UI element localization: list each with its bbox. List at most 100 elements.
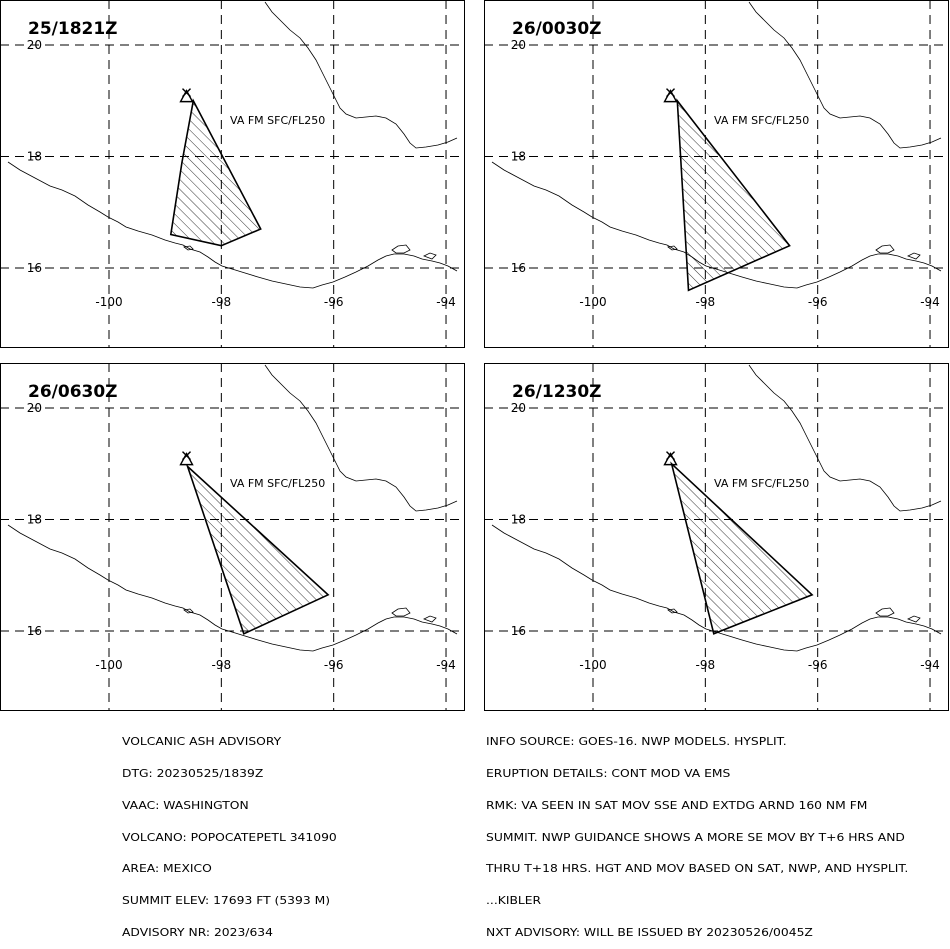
lon-tick-label: -100 [95,295,122,309]
lat-tick-label: 18 [27,150,42,164]
panel-time: 26/0630Z [28,382,118,402]
coastline-path [748,364,942,512]
volcano-marker-icon [182,88,192,98]
coastline-path [907,615,921,623]
lon-tick-label: -98 [212,658,232,672]
lon-tick-label: -94 [920,658,940,672]
lon-tick-label: -96 [808,658,828,672]
ash-label: VA FM SFC/FL250 [714,477,809,490]
lon-tick-label: -100 [579,658,606,672]
volcano-icon [179,88,194,103]
advisory-line: SUMMIT. NWP GUIDANCE SHOWS A MORE SE MOV… [486,830,905,844]
coastline-path [907,252,921,260]
lon-tick-label: -96 [808,295,828,309]
map-panel-1: 25/1821Z VA FM SFC/FL250 -100 -98 -96 -94 16… [0,0,465,348]
lat-tick-label: 16 [27,624,42,638]
lon-tick-label: -96 [324,658,344,672]
ash-label: VA FM SFC/FL250 [230,477,325,490]
advisory-line: RMK: VA SEEN IN SAT MOV SSE AND EXTDG AR… [486,798,868,812]
advisory-line: VAAC: WASHINGTON [122,798,249,812]
coastline [7,1,458,289]
tick-labels: -100 -98 -96 -94 16 18 20 [27,38,456,309]
ash-polygon [185,463,330,635]
lat-tick-label: 20 [27,401,42,415]
ash-label: VA FM SFC/FL250 [230,114,325,127]
coastline-path [748,1,942,149]
panel-time: 26/0030Z [512,19,602,39]
tick-labels: -100 -98 -96 -94 16 18 20 [27,401,456,672]
ash-area [185,463,330,635]
volcano-marker-icon [182,451,192,461]
lat-tick-label: 18 [511,150,526,164]
volcano-icon [663,88,678,103]
lon-tick-label: -94 [436,295,456,309]
advisory-line: AREA: MEXICO [122,862,212,876]
advisory-line: VOLCANIC ASH ADVISORY [122,735,282,749]
advisory-line: ...KIBLER [486,894,542,908]
coastline-path [264,1,458,149]
panel-frame [484,0,949,348]
tick-labels: -100 -98 -96 -94 16 18 20 [511,38,940,309]
lat-tick-label: 20 [511,401,526,415]
advisory-right: INFO SOURCE: GOES-16. NWP MODELS. HYSPLI… [486,716,908,949]
ash-polygon [169,98,262,247]
panel-frame [0,0,465,348]
map-svg: 25/1821Z VA FM SFC/FL250 -100 -98 -96 -94 16… [0,0,465,348]
map-panel-2: 26/0030Z VA FM SFC/FL250 -100 -98 -96 -94 16… [484,0,949,348]
panel-frame [484,363,949,711]
map-panel-4: 26/1230Z VA FM SFC/FL250 -100 -98 -96 -94 16… [484,363,949,711]
map-panel-3: 26/0630Z VA FM SFC/FL250 -100 -98 -96 -94 16… [0,363,465,711]
advisory-line: SUMMIT ELEV: 17693 FT (5393 M) [122,894,331,908]
lat-tick-label: 16 [27,261,42,275]
coastline-path [667,608,678,614]
lon-tick-label: -94 [920,295,940,309]
lat-tick-label: 20 [511,38,526,52]
coastline [7,364,458,652]
map-svg: 26/1230Z VA FM SFC/FL250 -100 -98 -96 -94 16… [484,363,949,711]
tick-labels: -100 -98 -96 -94 16 18 20 [511,401,940,672]
ash-label: VA FM SFC/FL250 [714,114,809,127]
coastline-path [264,364,458,512]
lon-tick-label: -96 [324,295,344,309]
volcano-icon [663,451,678,466]
ash-polygon [670,461,814,635]
coastline-path [391,244,411,254]
advisory-line: DTG: 20230525/1839Z [122,766,264,780]
advisory-line: THRU T+18 HRS. HGT AND MOV BASED ON SAT,… [486,862,909,876]
coastline-path [391,607,411,617]
lon-tick-label: -100 [579,295,606,309]
coastline-path [667,245,678,251]
coastline-path [423,252,437,260]
coastline-path [7,161,458,289]
lon-tick-label: -98 [696,658,716,672]
panel-time: 25/1821Z [28,19,118,39]
lat-tick-label: 20 [27,38,42,52]
advisory-line: ERUPTION DETAILS: CONT MOD VA EMS [486,766,731,780]
volcano-marker-icon [666,88,676,98]
coastline-path [183,245,194,251]
advisory-line: NXT ADVISORY: WILL BE ISSUED BY 20230526… [486,925,813,939]
ash-area [670,461,814,635]
map-svg: 26/0030Z VA FM SFC/FL250 -100 -98 -96 -94 16… [484,0,949,348]
lat-tick-label: 16 [511,261,526,275]
advisory-line: ADVISORY NR: 2023/634 [122,925,273,939]
lon-tick-label: -94 [436,658,456,672]
coastline-path [183,608,194,614]
ash-polygon [676,98,791,292]
advisory-left: VOLCANIC ASH ADVISORY DTG: 20230525/1839… [122,716,337,949]
coastline-path [875,244,895,254]
coastline-path [7,524,458,652]
ash-area [676,98,791,292]
panel-time: 26/1230Z [512,382,602,402]
lon-tick-label: -98 [696,295,716,309]
lat-tick-label: 16 [511,624,526,638]
lat-tick-label: 18 [27,513,42,527]
panel-frame [0,363,465,711]
volcano-icon [179,451,194,466]
lon-tick-label: -100 [95,658,122,672]
coastline-path [875,607,895,617]
advisory-line: VOLCANO: POPOCATEPETL 341090 [122,830,337,844]
advisory-line: INFO SOURCE: GOES-16. NWP MODELS. HYSPLI… [486,735,787,749]
coastline-path [423,615,437,623]
map-svg: 26/0630Z VA FM SFC/FL250 -100 -98 -96 -94 16… [0,363,465,711]
